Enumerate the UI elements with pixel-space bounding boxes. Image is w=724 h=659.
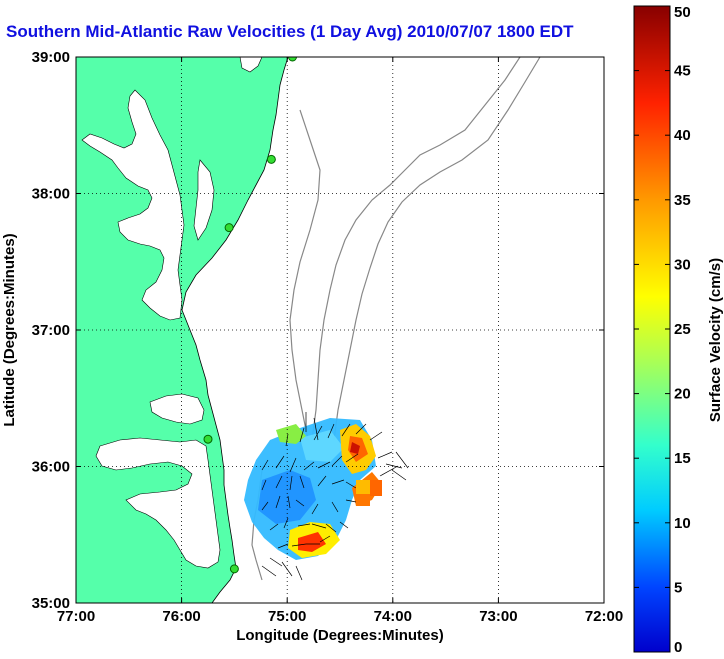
colorbar-tick-label: 40	[674, 127, 691, 144]
x-tick-label: 73:00	[479, 608, 517, 625]
y-tick-label: 37:00	[32, 322, 70, 339]
y-tick-label: 36:00	[32, 459, 70, 476]
x-tick-label: 72:00	[585, 608, 623, 625]
bathymetry-contour-mid	[333, 57, 541, 441]
x-tick-label: 75:00	[268, 608, 306, 625]
colorbar-tick-label: 50	[674, 4, 691, 21]
radar-station-marker	[203, 434, 213, 444]
colorbar-tick-label: 5	[674, 579, 682, 596]
colorbar-tick-label: 10	[674, 515, 691, 532]
colorbar-tick-label: 30	[674, 256, 691, 273]
bathymetry-contour-shallow	[311, 57, 521, 441]
colorbar-tick-label: 35	[674, 192, 691, 209]
pamlico-sound	[95, 437, 221, 569]
x-axis-ticks: 77:00 76:00 75:00 74:00 73:00 72:00	[57, 57, 623, 625]
y-axis-label: Latitude (Degrees:Minutes)	[1, 233, 18, 426]
radar-station-marker	[266, 154, 276, 164]
colorbar-tick-label: 0	[674, 639, 682, 656]
x-tick-label: 77:00	[57, 608, 95, 625]
colorbar-label: Surface Velocity (cm/s)	[707, 258, 724, 422]
colorbar-tick-label: 45	[674, 63, 691, 80]
map-title: Southern Mid-Atlantic Raw Velocities (1 …	[6, 22, 574, 41]
radar-stations	[203, 57, 297, 574]
albemarle-sound	[149, 393, 205, 425]
colorbar	[633, 5, 671, 653]
velocity-field	[244, 412, 409, 581]
x-axis-label: Longitude (Degrees:Minutes)	[236, 627, 444, 644]
radar-station-marker	[287, 57, 297, 62]
delaware-bay	[239, 57, 263, 73]
y-tick-label: 39:00	[32, 49, 70, 66]
chesapeake-bay	[81, 89, 185, 321]
radar-station-marker	[224, 223, 234, 233]
colorbar-tick-label: 15	[674, 450, 691, 467]
x-tick-label: 76:00	[162, 608, 200, 625]
radar-station-marker	[229, 564, 239, 574]
colorbar-tick-label: 20	[674, 386, 691, 403]
y-tick-label: 35:00	[32, 595, 70, 612]
colorbar-tick-label: 25	[674, 321, 691, 338]
bathymetry-contour-deep	[289, 109, 321, 441]
y-tick-label: 38:00	[32, 186, 70, 203]
grid-lines	[76, 57, 604, 603]
y-axis-ticks: 39:00 38:00 37:00 36:00 35:00	[32, 49, 604, 612]
x-tick-label: 74:00	[374, 608, 412, 625]
eastern-shore-inlet	[193, 159, 215, 241]
